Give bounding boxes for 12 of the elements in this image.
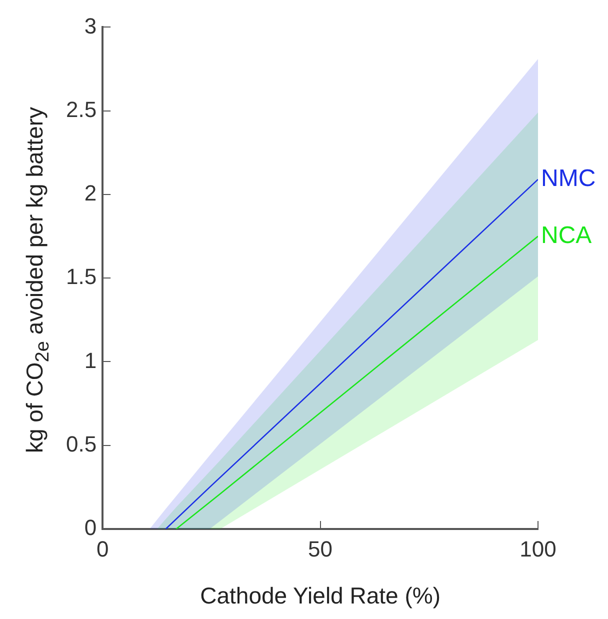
series-label: NMC <box>541 165 596 192</box>
y-tick-label: 2 <box>84 180 97 206</box>
y-tick-label: 3 <box>84 13 97 38</box>
x-axis-title: Cathode Yield Rate (%) <box>200 582 440 609</box>
y-tick-label: 1.5 <box>66 264 97 290</box>
y-tick-label: 0.5 <box>66 431 97 456</box>
y-tick-label: 1 <box>84 348 97 373</box>
series-label: NCA <box>541 222 592 249</box>
y-tick-label: 2.5 <box>66 96 97 122</box>
x-tick-label: 50 <box>308 536 333 562</box>
y-tick-label: 0 <box>84 515 97 540</box>
x-tick-label: 100 <box>520 536 556 562</box>
